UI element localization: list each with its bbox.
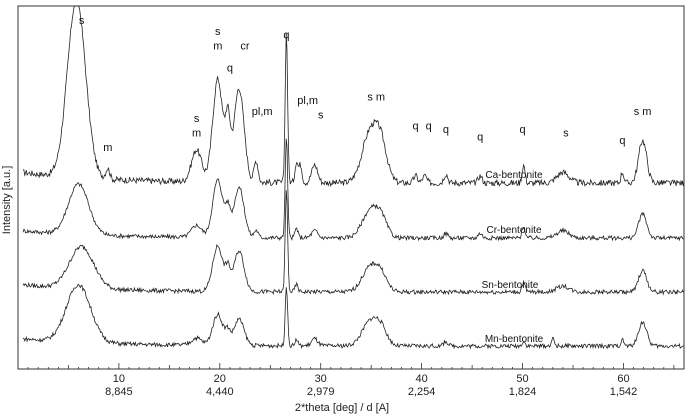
series-label-sn-bentonite: Sn-bentonite: [482, 280, 539, 291]
peak-label: q: [426, 120, 432, 132]
peak-label: q: [619, 135, 625, 147]
x-tick-label-2theta: 30: [315, 373, 327, 385]
peak-label: m: [213, 41, 222, 53]
peak-label: q: [227, 62, 233, 74]
peak-label: m: [103, 142, 112, 154]
peak-label: q: [413, 120, 419, 132]
peak-label: pl,m: [252, 106, 273, 118]
x-tick-label-d-spacing: 1,824: [509, 386, 537, 398]
peak-label: q: [519, 124, 525, 136]
x-tick-label-2theta: 20: [214, 373, 226, 385]
x-tick-label-2theta: 50: [516, 373, 528, 385]
series-line-ca-bentonite: [23, 5, 684, 188]
y-axis-label: Intensity [a.u.]: [1, 166, 13, 234]
x-tick-label-d-spacing: 8,845: [105, 386, 133, 398]
series-line-cr-bentonite: [22, 138, 684, 242]
series-line-sn-bentonite: [22, 190, 684, 296]
series-line-mn-bentonite: [22, 283, 684, 350]
peak-label: s m: [634, 106, 652, 118]
plot-frame: [17, 5, 685, 370]
series-label-mn-bentonite: Mn-bentonite: [485, 334, 544, 345]
x-tick-label-d-spacing: 2,979: [307, 386, 335, 398]
x-tick-label-2theta: 40: [415, 373, 427, 385]
x-tick-label-2theta: 60: [617, 373, 629, 385]
series-label-ca-bentonite: Ca-bentonite: [485, 170, 543, 181]
peak-label: s m: [367, 91, 385, 103]
peak-label: s: [194, 113, 200, 125]
x-axis-label: 2*theta [deg] / d [A]: [295, 402, 389, 414]
peak-label: pl,m: [297, 95, 318, 107]
peak-label: m: [192, 128, 201, 140]
peak-label: cr: [240, 41, 250, 53]
peak-label: s: [318, 110, 324, 122]
peak-label: s: [79, 15, 85, 27]
peak-label: q: [443, 124, 449, 136]
x-tick-label-d-spacing: 4,440: [206, 386, 234, 398]
series-label-cr-bentonite: Cr-bentonite: [486, 225, 541, 236]
peak-label: q: [283, 30, 289, 42]
x-tick-label-d-spacing: 2,254: [408, 386, 436, 398]
peak-label: q: [477, 131, 483, 143]
x-tick-label-2theta: 10: [113, 373, 125, 385]
x-tick-label-d-spacing: 1,542: [610, 386, 638, 398]
peak-label: s: [215, 26, 221, 38]
peak-label: s: [563, 128, 569, 140]
